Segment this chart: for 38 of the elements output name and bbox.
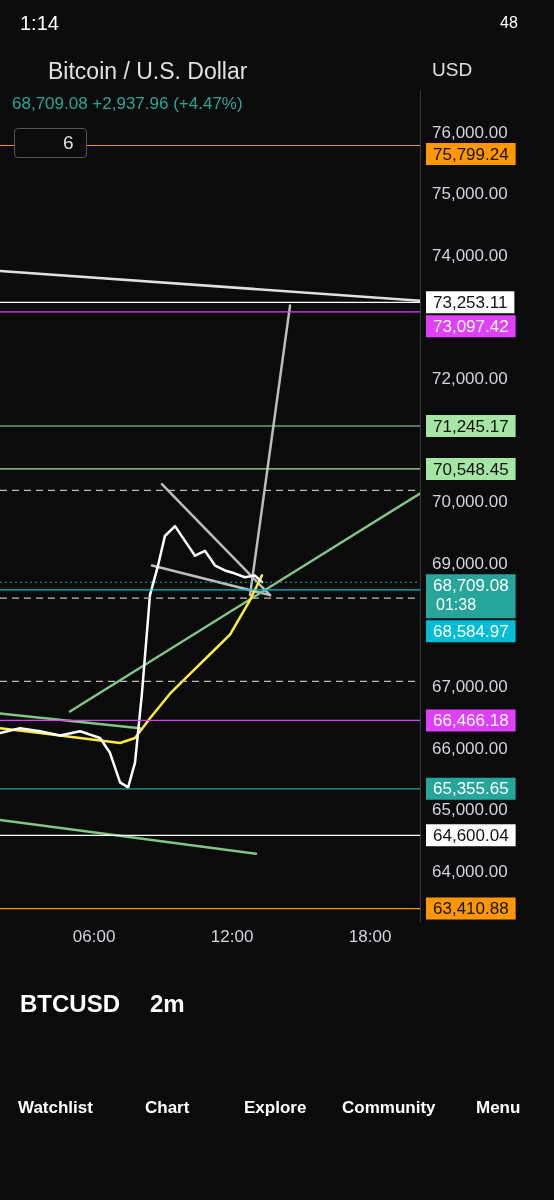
- chart-subtitle: 68,709.08 +2,937.96 (+4.47%): [12, 94, 243, 114]
- text: 48: [500, 14, 518, 32]
- ref-line-label: 65,355.65: [433, 779, 509, 799]
- y-tick-label: 64,000.00: [432, 862, 508, 882]
- x-tick-label: 18:00: [348, 927, 392, 947]
- y-tick-label: 67,000.00: [432, 677, 508, 697]
- text: BTCUSD: [20, 990, 120, 1018]
- ref-line-label: 68,584.97: [433, 622, 509, 642]
- ref-line-label: 68,709.08: [433, 576, 509, 596]
- ref-line-label: 66,466.18: [433, 711, 509, 731]
- text: Watchlist: [18, 1098, 93, 1118]
- text: 01:38: [436, 596, 477, 615]
- text: Menu: [476, 1098, 521, 1118]
- x-tick-label: 12:00: [210, 927, 254, 947]
- y-tick-label: 75,000.00: [432, 184, 508, 204]
- text: Explore: [244, 1098, 307, 1118]
- y-tick-label: 72,000.00: [432, 369, 508, 389]
- text: Community: [342, 1098, 436, 1118]
- x-tick-label: 06:00: [72, 927, 116, 947]
- y-tick-label: 65,000.00: [432, 800, 508, 820]
- text: USD: [432, 59, 473, 81]
- ref-line-label: 71,245.17: [433, 416, 509, 436]
- ref-line-label: 73,097.42: [433, 317, 509, 337]
- text: Chart: [145, 1098, 190, 1118]
- text: 2m: [150, 990, 185, 1018]
- ref-line-label: 75,799.24: [433, 144, 509, 164]
- y-tick-label: 70,000.00: [432, 492, 508, 512]
- y-tick-label: 74,000.00: [432, 246, 508, 266]
- y-tick-label: 66,000.00: [432, 738, 508, 758]
- ref-line-label: 64,600.04: [433, 826, 509, 846]
- dropdown-field: 6: [14, 128, 87, 158]
- text: 1:14: [20, 12, 59, 35]
- ref-line-label: 73,253.11: [433, 293, 508, 313]
- ref-line-label: 63,410.88: [433, 899, 509, 919]
- y-tick-label: 69,000.00: [432, 554, 508, 574]
- ref-line-label: 70,548.45: [433, 459, 509, 479]
- y-tick-label: 76,000.00: [432, 122, 508, 142]
- chart-title: Bitcoin / U.S. Dollar: [48, 58, 248, 85]
